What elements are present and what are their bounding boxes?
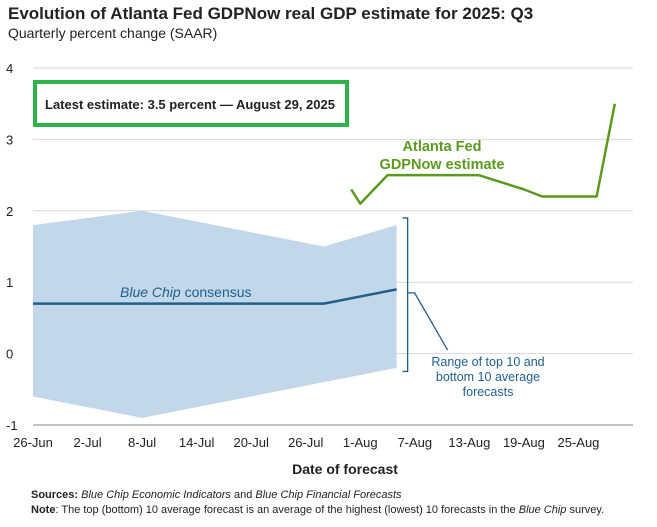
range-pointer bbox=[407, 292, 449, 351]
tick-layer: -1 0 1 2 3 4 26-Jun 2-Jul 8-Jul 14-Jul 20-Jul 26-Ju… bbox=[6, 61, 599, 477]
y-tick-label: 1 bbox=[6, 275, 13, 290]
bluechip-label: Blue Chip consensus bbox=[120, 284, 252, 300]
y-tick-label: 3 bbox=[6, 132, 13, 147]
range-label-line: Range of top 10 and bbox=[431, 355, 544, 369]
x-tick-label: 7-Aug bbox=[397, 435, 432, 450]
chart-notes: Sources: Blue Chip Economic Indicators a… bbox=[31, 488, 604, 518]
sources-and: and bbox=[230, 489, 256, 501]
x-tick-label: 25-Aug bbox=[557, 435, 599, 450]
sources-publication-1: Blue Chip Economic Indicators bbox=[81, 489, 231, 501]
bluechip-label-italic: Blue Chip bbox=[120, 284, 181, 300]
range-band bbox=[33, 210, 397, 418]
y-tick-label: 0 bbox=[6, 347, 13, 362]
chart-title: Evolution of Atlanta Fed GDPNow real GDP… bbox=[8, 4, 534, 23]
sources-label: Sources: bbox=[31, 489, 79, 501]
x-tick-label: 20-Jul bbox=[233, 435, 269, 450]
y-tick-label: 4 bbox=[6, 61, 13, 76]
gdpnow-chart: -1 0 1 2 3 4 26-Jun 2-Jul 8-Jul 14-Jul 20-Jul 26-Ju… bbox=[6, 61, 633, 477]
x-tick-label: 19-Aug bbox=[503, 435, 545, 450]
note-line: Note: The top (bottom) 10 average foreca… bbox=[31, 503, 604, 518]
sources-line: Sources: Blue Chip Economic Indicators a… bbox=[31, 488, 604, 503]
range-label-line: forecasts bbox=[463, 385, 514, 399]
latest-estimate-text: Latest estimate: 3.5 percent — August 29… bbox=[45, 97, 335, 112]
x-tick-label: 26-Jun bbox=[13, 435, 53, 450]
range-layer bbox=[33, 210, 397, 418]
bluechip-series-line bbox=[33, 288, 397, 305]
bluechip-label-rest: consensus bbox=[181, 284, 252, 300]
note-text-1: : The top (bottom) 10 average forecast i… bbox=[55, 504, 519, 516]
gdpnow-label-line: Atlanta Fed bbox=[403, 139, 482, 155]
note-italic: Blue Chip bbox=[518, 504, 567, 516]
x-axis-label: Date of forecast bbox=[292, 461, 398, 477]
x-tick-label: 14-Jul bbox=[179, 435, 215, 450]
x-tick-label: 8-Jul bbox=[128, 435, 156, 450]
x-tick-label: 13-Aug bbox=[448, 435, 490, 450]
series-layer bbox=[33, 103, 617, 305]
latest-estimate-box bbox=[33, 80, 349, 127]
y-tick-label: -1 bbox=[6, 418, 18, 433]
gdpnow-label-line: GDPNow estimate bbox=[380, 157, 505, 173]
sources-publication-2: Blue Chip Financial Forecasts bbox=[255, 489, 402, 501]
range-bracket bbox=[402, 217, 409, 373]
note-label: Note bbox=[31, 504, 56, 516]
range-label-line: bottom 10 average bbox=[436, 370, 540, 384]
x-tick-label: 26-Jul bbox=[288, 435, 324, 450]
chart-subtitle: Quarterly percent change (SAAR) bbox=[8, 25, 218, 41]
gdpnow-series-line bbox=[350, 103, 617, 205]
x-tick-label: 1-Aug bbox=[343, 435, 378, 450]
note-text-2: survey. bbox=[566, 504, 605, 516]
y-tick-label: 2 bbox=[6, 204, 13, 219]
x-tick-label: 2-Jul bbox=[73, 435, 101, 450]
